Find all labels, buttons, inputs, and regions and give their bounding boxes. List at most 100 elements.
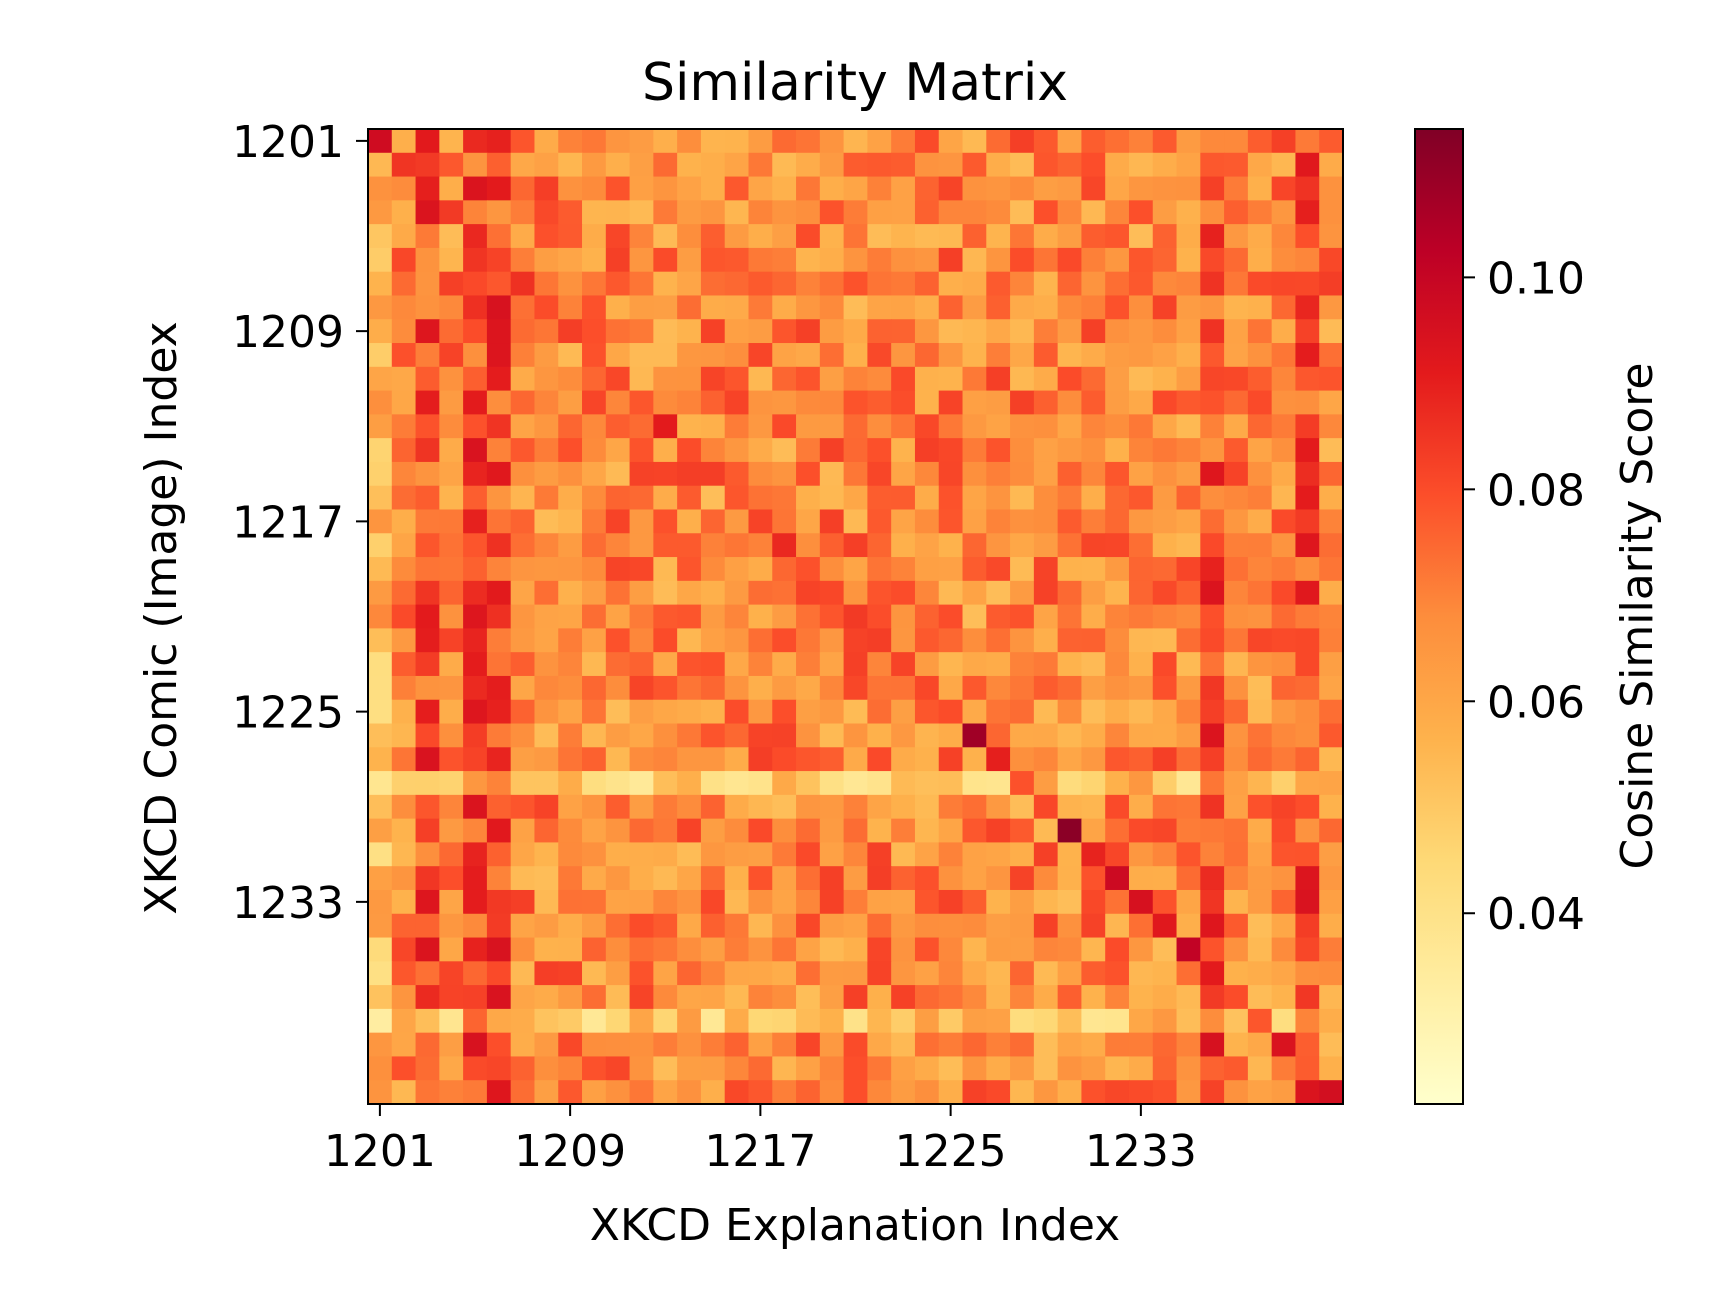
heatmap-cell [415,319,440,344]
heatmap-cell [391,366,417,392]
heatmap-cell [605,866,631,891]
heatmap-cell [1271,580,1297,606]
heatmap-cell [962,889,987,915]
heatmap-cell [1176,723,1201,748]
heatmap-cell [1295,129,1320,154]
heatmap-cell [1200,985,1225,1010]
heatmap-cell [962,771,987,796]
heatmap-cell [582,129,607,154]
heatmap-cell [582,580,607,606]
heatmap-cell [843,366,868,392]
heatmap-cell [653,343,678,368]
heatmap-cell [1247,366,1273,392]
heatmap-cell [1057,247,1083,273]
heatmap-cell [415,961,440,986]
heatmap-cell [463,866,488,891]
heatmap-cell [415,794,440,820]
heatmap-cell [534,675,559,701]
heatmap-cell [1271,652,1297,677]
heatmap-cell [1319,675,1344,701]
heatmap-cell [1224,866,1249,891]
heatmap-cell [819,1032,845,1058]
heatmap-cell [891,224,916,249]
heatmap-cell [534,699,559,725]
heatmap-cell [1105,295,1130,320]
heatmap-cell [843,343,868,368]
heatmap-cell [439,319,464,344]
heatmap-cell [629,438,654,463]
heatmap-cell [653,580,678,606]
heatmap-cell [938,961,964,986]
heatmap-cell [1200,152,1225,178]
heatmap-cell [724,604,750,629]
heatmap-cell [1319,1080,1344,1105]
heatmap-cell [819,961,845,986]
heatmap-cell [391,390,417,415]
heatmap-cell [558,913,583,939]
heatmap-cell [938,200,964,225]
heatmap-cell [1033,961,1059,986]
heatmap-cell [1128,343,1154,368]
heatmap-cell [558,414,583,439]
heatmap-cell [1033,366,1059,392]
heatmap-cell [1152,1056,1178,1081]
heatmap-cell [1176,937,1201,962]
heatmap-cell [1224,1032,1249,1058]
heatmap-cell [558,771,583,796]
heatmap-cell [1200,937,1225,962]
heatmap-cell [772,580,797,606]
heatmap-cell [819,1080,845,1105]
heatmap-cell [1176,485,1201,511]
heatmap-cell [415,628,440,653]
heatmap-cell [1010,343,1035,368]
heatmap-cell [700,675,726,701]
heatmap-cell [605,366,631,392]
heatmap-cell [796,485,821,511]
heatmap-cell [653,533,678,558]
heatmap-cell [748,1080,773,1105]
heatmap-cell [1033,818,1059,844]
heatmap-cell [391,604,417,629]
heatmap-cell [891,747,916,772]
heatmap-cell [1295,771,1320,796]
heatmap-cell [534,509,559,534]
heatmap-cell [439,771,464,796]
heatmap-cell [1200,889,1225,915]
heatmap-cell [486,438,512,463]
heatmap-cell [700,866,726,891]
heatmap-cell [914,937,940,962]
heatmap-cell [938,1008,964,1034]
heatmap-cell [1152,866,1178,891]
heatmap-cell [605,557,631,582]
heatmap-cell [1033,271,1059,297]
heatmap-cell [962,580,987,606]
heatmap-cell [843,390,868,415]
heatmap-cell [463,842,488,867]
heatmap-cell [677,461,702,487]
heatmap-cell [1010,438,1035,463]
heatmap-cell [819,557,845,582]
heatmap-cell [867,580,892,606]
heatmap-cell [558,794,583,820]
heatmap-cell [677,985,702,1010]
heatmap-cell [938,533,964,558]
heatmap-cell [486,937,512,962]
heatmap-cell [582,271,607,297]
heatmap-cell [914,461,940,487]
heatmap-cell [1128,319,1154,344]
heatmap-cell [962,176,987,201]
heatmap-cell [1010,176,1035,201]
heatmap-cell [605,295,631,320]
heatmap-cell [558,747,583,772]
heatmap-cell [1176,652,1201,677]
heatmap-cell [1010,985,1035,1010]
heatmap-cell [1319,485,1344,511]
heatmap-cell [629,723,654,748]
heatmap-cell [1271,295,1297,320]
heatmap-cell [368,818,393,844]
heatmap-cell [391,580,417,606]
heatmap-cell [724,1056,750,1081]
heatmap-cell [891,509,916,534]
heatmap-cell [796,842,821,867]
heatmap-cell [439,1032,464,1058]
